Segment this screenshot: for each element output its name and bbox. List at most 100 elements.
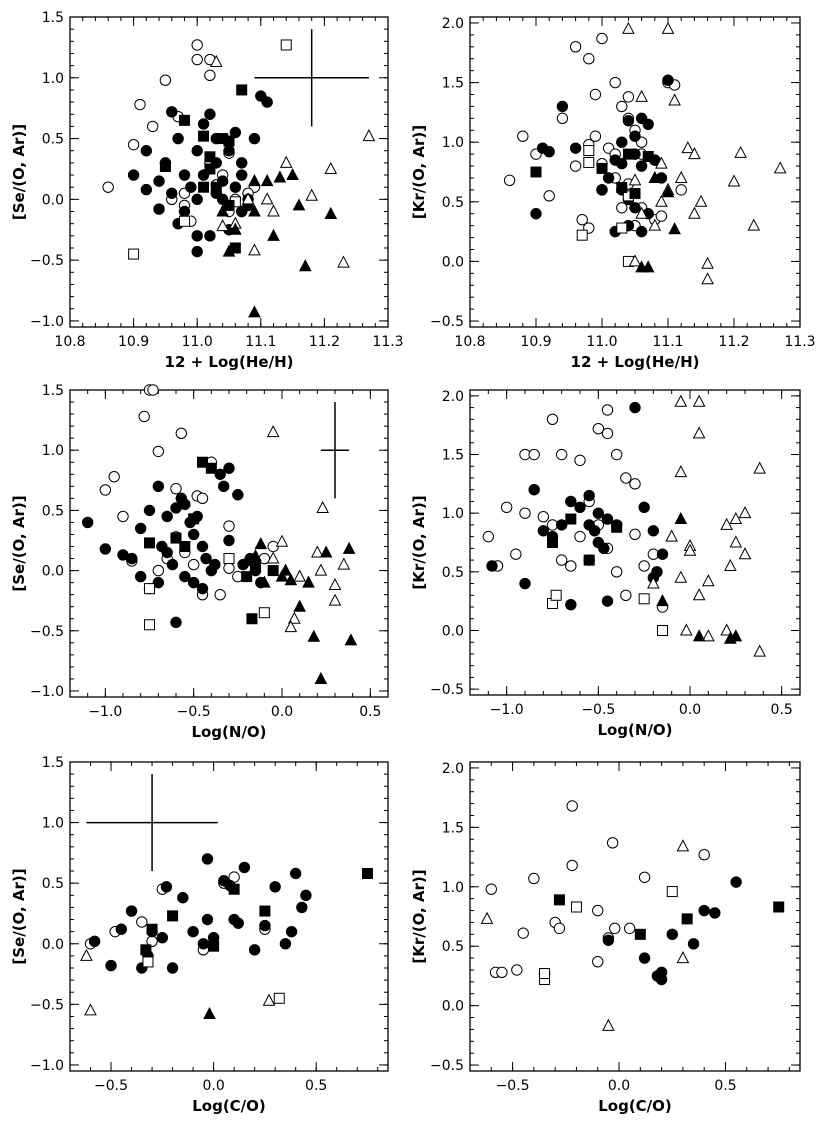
x-tick-label: 0.5	[714, 1078, 736, 1094]
data-point-square-filled	[596, 162, 608, 174]
data-point-square-filled	[208, 940, 220, 952]
data-point-circle-filled	[197, 938, 210, 950]
data-point-triangle-open	[729, 511, 743, 525]
x-tick-label: 0.0	[202, 1078, 224, 1094]
data-point-triangle-open	[316, 500, 329, 513]
series-circle-filled	[88, 853, 312, 974]
data-point-circle-open	[528, 872, 540, 885]
data-point-circle-filled	[629, 130, 641, 142]
data-point-circle-open	[152, 445, 165, 458]
data-point-circle-open	[553, 922, 566, 935]
data-point-circle-filled	[201, 853, 214, 865]
series-triangle-open	[647, 394, 766, 657]
data-point-circle-open	[610, 566, 623, 578]
data-point-circle-open	[159, 74, 172, 86]
data-point-square-filled	[241, 571, 253, 583]
data-point-circle-filled	[105, 959, 117, 972]
data-point-circle-open	[152, 564, 165, 577]
data-point-triangle-open	[216, 219, 229, 232]
x-tick-label: 10.8	[54, 334, 85, 350]
plot-frame	[69, 761, 389, 1072]
data-point-triangle-open	[288, 611, 301, 624]
x-tick-label: −1.0	[88, 704, 122, 720]
data-point-triangle-filled	[342, 541, 356, 554]
data-point-circle-open	[191, 39, 203, 51]
chart-panel-4: −1.0 −0.5 0.0 0.5 −0.5 0.0 0.5 1.0 1.5 2.0 Log(N/O…	[410, 389, 801, 739]
y-axis-title: [Se/(O, Ar)]	[10, 124, 28, 220]
data-point-circle-filled	[125, 905, 138, 917]
x-tick-label: 0.0	[271, 704, 293, 720]
data-point-triangle-open	[668, 93, 681, 106]
data-point-circle-open	[589, 130, 602, 142]
data-point-square-open	[570, 901, 582, 913]
data-point-circle-filled	[153, 203, 165, 215]
y-tick-label: −1.0	[30, 1058, 64, 1074]
y-tick-label: 0.0	[42, 564, 64, 580]
data-point-circle-filled	[236, 169, 248, 181]
data-point-circle-open	[555, 554, 568, 566]
data-point-square-open	[223, 553, 235, 565]
series-triangle-filled	[240, 537, 358, 684]
data-point-circle-filled	[187, 528, 200, 541]
data-point-triangle-open	[305, 188, 319, 201]
y-tick-label: 0.0	[442, 254, 464, 270]
data-point-triangle-filled	[249, 549, 262, 562]
series-circle-filled	[486, 401, 669, 611]
data-point-circle-filled	[635, 225, 648, 238]
data-point-circle-filled	[296, 901, 308, 914]
series-circle-filled	[602, 876, 742, 986]
data-point-square-open	[657, 624, 668, 636]
data-point-circle-open	[610, 448, 623, 461]
data-point-circle-filled	[172, 132, 184, 145]
data-point-circle-open	[510, 548, 522, 560]
chart-panel-3: −1.0 −0.5 0.0 0.5 −1.0 −0.5 0.0 0.5 1.0 1.5 Log(N/…	[10, 383, 389, 741]
data-point-circle-open	[574, 454, 586, 467]
data-point-circle-filled	[179, 498, 191, 511]
data-point-circle-open	[592, 904, 604, 917]
data-point-circle-filled	[229, 181, 242, 193]
data-point-circle-open	[576, 213, 588, 226]
data-point-circle-filled	[248, 944, 261, 956]
x-tick-label: −0.5	[177, 704, 211, 720]
data-point-triangle-open	[701, 256, 714, 269]
x-axis-title: Log(C/O)	[192, 1097, 266, 1115]
data-point-circle-filled	[601, 513, 614, 525]
data-point-circle-filled	[166, 187, 178, 199]
data-point-triangle-open	[724, 558, 737, 571]
data-point-triangle-open	[674, 570, 688, 583]
data-point-triangle-filled	[668, 222, 681, 235]
x-tick-label: 10.9	[118, 334, 149, 350]
data-point-circle-open	[655, 210, 668, 222]
data-point-circle-open	[616, 202, 628, 214]
y-tick-label: 1.5	[442, 76, 464, 92]
data-point-circle-filled	[191, 145, 203, 157]
y-tick-label: −1.0	[30, 314, 64, 330]
data-point-circle-filled	[662, 74, 674, 86]
data-point-circle-open	[698, 849, 710, 861]
data-point-square-filled	[223, 199, 235, 211]
data-point-triangle-open	[480, 911, 494, 924]
data-point-circle-filled	[200, 552, 212, 565]
data-point-circle-open	[569, 41, 582, 53]
data-point-circle-open	[675, 184, 687, 196]
data-point-circle-filled	[519, 577, 531, 590]
x-tick-label: 11.3	[784, 334, 815, 350]
data-point-circle-filled	[698, 904, 710, 917]
data-point-circle-open	[175, 427, 188, 440]
data-point-triangle-open	[738, 506, 752, 519]
data-point-square-filled	[140, 944, 152, 956]
data-point-triangle-filled	[216, 204, 229, 217]
data-point-circle-open	[108, 470, 120, 483]
error-bar	[254, 29, 369, 127]
series-square-open	[142, 956, 285, 1004]
data-point-triangle-open	[753, 461, 766, 474]
data-point-triangle-open	[720, 517, 733, 530]
data-point-triangle-open	[676, 839, 690, 852]
x-tick-label: −0.5	[581, 702, 615, 718]
data-point-square-filled	[681, 913, 693, 925]
data-point-circle-open	[517, 130, 529, 142]
data-point-circle-open	[517, 927, 529, 939]
data-point-circle-filled	[127, 169, 140, 181]
data-point-circle-filled	[214, 468, 226, 480]
data-point-circle-open	[638, 560, 650, 572]
